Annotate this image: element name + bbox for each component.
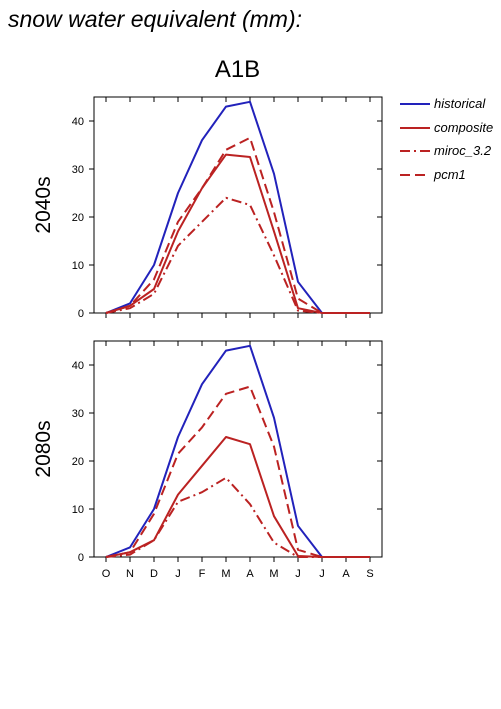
- legend-label-pcm1: pcm1: [434, 166, 466, 182]
- series-line-historical: [105, 100, 370, 314]
- legend-item-composite: composite: [400, 118, 501, 142]
- scenario-title: A1B: [214, 56, 261, 83]
- y-tick-label: 30: [72, 408, 84, 420]
- page-title: snow water equivalent (mm):: [8, 6, 302, 32]
- y-tick-label: 40: [72, 360, 84, 372]
- plot-frame: [93, 96, 383, 314]
- x-tick-label: A: [246, 568, 254, 580]
- legend-line-miroc: [400, 150, 430, 152]
- legend-item-miroc: miroc_3.2: [400, 141, 501, 165]
- series-line-pcm1: [105, 136, 370, 314]
- series-line-miroc-3-2: [105, 476, 370, 558]
- x-tick-label: J: [319, 568, 325, 580]
- legend: historical composite miroc_3.2 pcm1: [400, 94, 501, 188]
- x-tick-label: D: [150, 568, 158, 580]
- y-tick-label: 30: [72, 164, 84, 176]
- legend-line-pcm1: [400, 173, 430, 176]
- legend-line-historical: [400, 103, 430, 105]
- legend-label-composite: composite: [434, 119, 494, 135]
- x-tick-label: S: [366, 568, 373, 580]
- row-label: 2080s: [32, 420, 55, 477]
- legend-line-composite: [400, 126, 430, 129]
- y-tick-label: 10: [72, 260, 84, 272]
- x-tick-label: J: [175, 568, 181, 580]
- legend-label-historical: historical: [434, 96, 486, 111]
- legend-label-miroc: miroc_3.2: [434, 143, 492, 158]
- plot-frame: [93, 340, 383, 558]
- row-label: 2040s: [32, 176, 55, 233]
- y-tick-label: 0: [78, 552, 84, 564]
- series-line-composite: [105, 436, 370, 558]
- x-tick-label: M: [221, 568, 230, 580]
- x-tick-label: F: [199, 568, 206, 580]
- x-tick-label: O: [102, 568, 111, 580]
- y-tick-label: 0: [78, 308, 84, 320]
- panel-2040s: 0 10 20 30 40 2040s: [32, 96, 383, 320]
- series-line-pcm1: [105, 385, 370, 558]
- panel-2080s: 0 10 20 30 40 O N D J F M A M J J A S 2080s: [32, 340, 383, 580]
- x-tick-label: A: [342, 568, 350, 580]
- legend-item-historical: historical: [400, 94, 501, 118]
- x-tick-label: M: [269, 568, 278, 580]
- legend-item-pcm1: pcm1: [400, 165, 501, 189]
- y-tick-label: 40: [72, 116, 84, 128]
- series-line-historical: [105, 344, 370, 558]
- y-tick-label: 10: [72, 504, 84, 516]
- x-tick-label: N: [126, 568, 134, 580]
- x-tick-label: J: [295, 568, 301, 580]
- y-tick-label: 20: [72, 212, 84, 224]
- y-tick-label: 20: [72, 456, 84, 468]
